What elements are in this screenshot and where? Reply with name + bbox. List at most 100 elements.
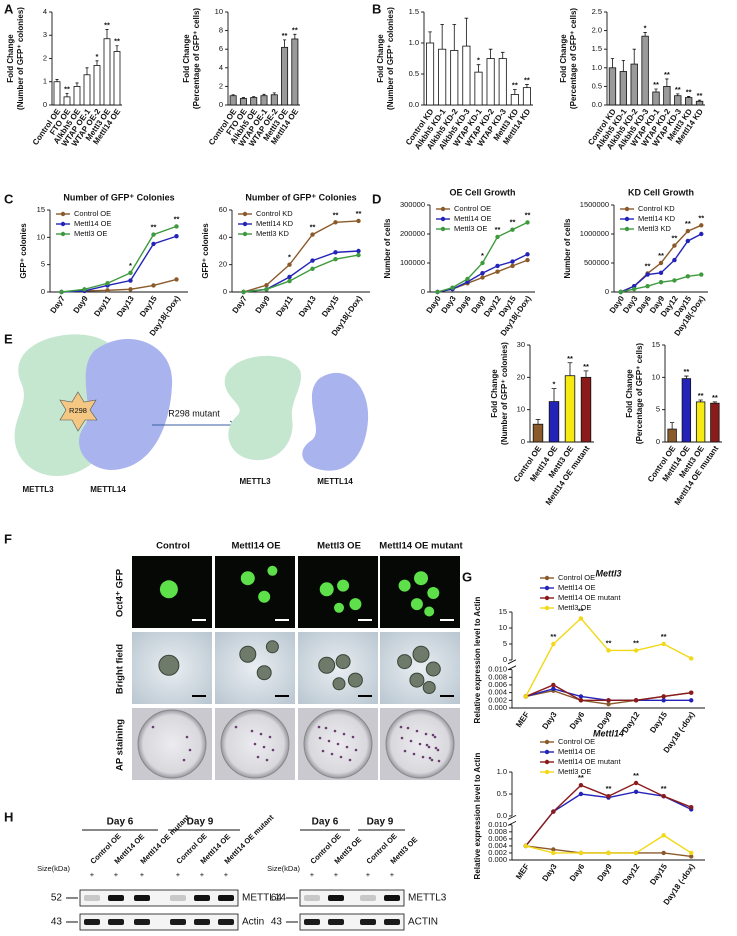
brightfield-colony [425,661,441,677]
point [578,694,584,699]
ap-colony [250,729,254,733]
gfp-colony [159,580,178,599]
blot [299,913,405,931]
point [310,258,315,263]
x-tick-label: Day13 [115,294,136,319]
ap-colony [268,735,272,739]
significance: ** [583,362,589,371]
legend-marker [60,221,66,227]
point [578,850,584,856]
error-bar [676,93,680,96]
x-tick-label: Day9 [596,862,615,883]
y-axis-label: Fold Change [376,34,385,83]
legend-marker [544,759,550,765]
point [661,833,666,838]
lane-plus: + [366,870,371,879]
point [241,289,246,295]
error-bar [551,388,557,402]
bar [426,42,435,106]
blot-name: METTL14 [242,893,286,904]
point [633,789,639,794]
ap-colony [333,729,337,733]
y-tick-label: 0.006 [488,680,507,689]
protein-label: METTL3 [22,485,54,494]
y-tick-label: 0.008 [488,672,507,681]
marker-size: 52 [51,893,63,904]
legend-marker [544,739,550,745]
ap-colony [424,732,428,736]
y-tick-label: 0.0 [409,100,419,109]
ap-colony [327,739,331,743]
point [661,850,666,856]
legend-marker [544,605,550,611]
gfp-colony [427,587,440,599]
brightfield-colony [397,654,413,670]
legend-marker [544,749,550,755]
point [495,269,500,274]
chart-title: KD Cell Growth [628,187,694,197]
y-axis-label: Number of cells [383,218,392,279]
error-bar [55,79,59,82]
y-tick-label: 0.0 [497,811,507,820]
legend-label: Mettl14 OE mutant [558,757,621,766]
series-line [243,254,359,293]
y-tick-label: 10 [517,405,525,414]
significance: ** [578,606,584,615]
legend-label: Control OE [74,209,111,218]
error-bar [610,58,615,68]
point [689,854,694,859]
brightfield-colony [409,672,425,688]
x-tick-label: Day9 [254,294,273,315]
axis-break [507,820,517,826]
site-label: R298 [69,406,87,415]
legend-label: Mettl14 KD [256,219,294,228]
error-bar [476,64,481,73]
ap-colony [403,749,407,753]
significance: ** [697,91,703,100]
point [465,276,470,282]
point [356,248,361,254]
point [523,694,528,699]
significance: ** [104,20,110,29]
point [633,698,639,703]
y-tick-label: 60 [219,205,227,214]
significance: ** [174,214,180,223]
lane-plus: + [176,870,181,879]
lane-plus: + [90,870,95,879]
point [551,686,556,691]
significance: ** [633,638,639,647]
y-tick-label: 0.008 [488,827,507,836]
bar [93,65,101,106]
y-tick-label: 15 [652,340,660,349]
point [633,850,639,856]
x-tick-label: Day15 [320,294,341,319]
series-line [243,250,359,293]
significance: * [644,23,647,32]
band [384,895,400,901]
panel-label: E [4,331,13,346]
brightfield-colony [265,640,279,654]
y-tick-label: 0.010 [488,820,507,829]
y-tick-label: 0.002 [488,695,507,704]
panel-label: B [372,1,381,16]
band [384,919,400,925]
brightfield-colony [412,645,430,663]
brightfield-image [298,632,378,704]
day-label: Day 6 [107,817,134,828]
gfp-colony [424,606,435,617]
brightfield-colony [422,681,436,694]
ap-colony [265,758,269,762]
ap-colony [406,726,410,730]
legend-label: Mettl3 OE [74,229,107,238]
ap-colony [430,758,434,762]
bar [103,38,111,106]
point [151,232,156,237]
significance: ** [606,784,612,793]
day-label: Day 9 [187,817,214,828]
significance: * [481,251,484,260]
ap-colony [437,759,441,763]
x-tick-label: Day7 [231,294,250,315]
lane-plus: + [114,870,119,879]
panel-label: D [372,191,381,206]
brightfield-colony [158,654,180,676]
